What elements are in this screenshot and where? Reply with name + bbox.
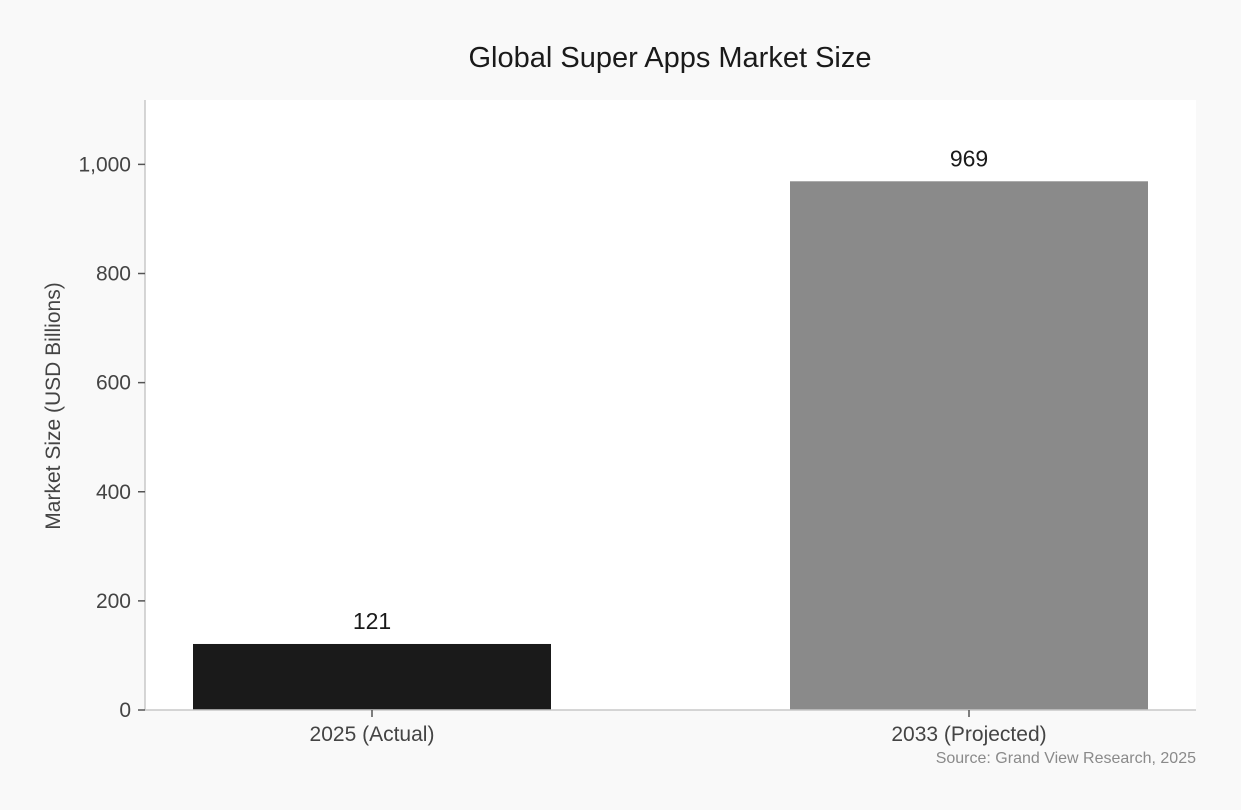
y-tick-label: 200: [96, 590, 131, 613]
bars-layer: [193, 181, 1148, 711]
data-labels-layer: 121 969: [353, 145, 988, 634]
x-tick-label: 2033 (Projected): [891, 723, 1046, 746]
bar-2: [790, 181, 1148, 711]
y-tick-label: 800: [96, 263, 131, 286]
data-label-1: 121: [353, 608, 391, 634]
y-tick-label: 0: [119, 699, 131, 722]
source-note: Source: Grand View Research, 2025: [936, 750, 1196, 767]
chart-title: Global Super Apps Market Size: [469, 42, 872, 74]
y-ticks-layer: 0 200 400 600 800 1,000: [78, 153, 145, 722]
y-tick-label: 600: [96, 372, 131, 395]
y-tick-label: 1,000: [78, 153, 131, 176]
data-label-2: 969: [950, 145, 988, 171]
y-axis-label: Market Size (USD Billions): [42, 282, 65, 529]
bar-1: [193, 643, 551, 710]
x-tick-label: 2025 (Actual): [310, 723, 435, 746]
x-ticks-layer: 2025 (Actual) 2033 (Projected): [310, 710, 1047, 746]
y-tick-label: 400: [96, 481, 131, 504]
